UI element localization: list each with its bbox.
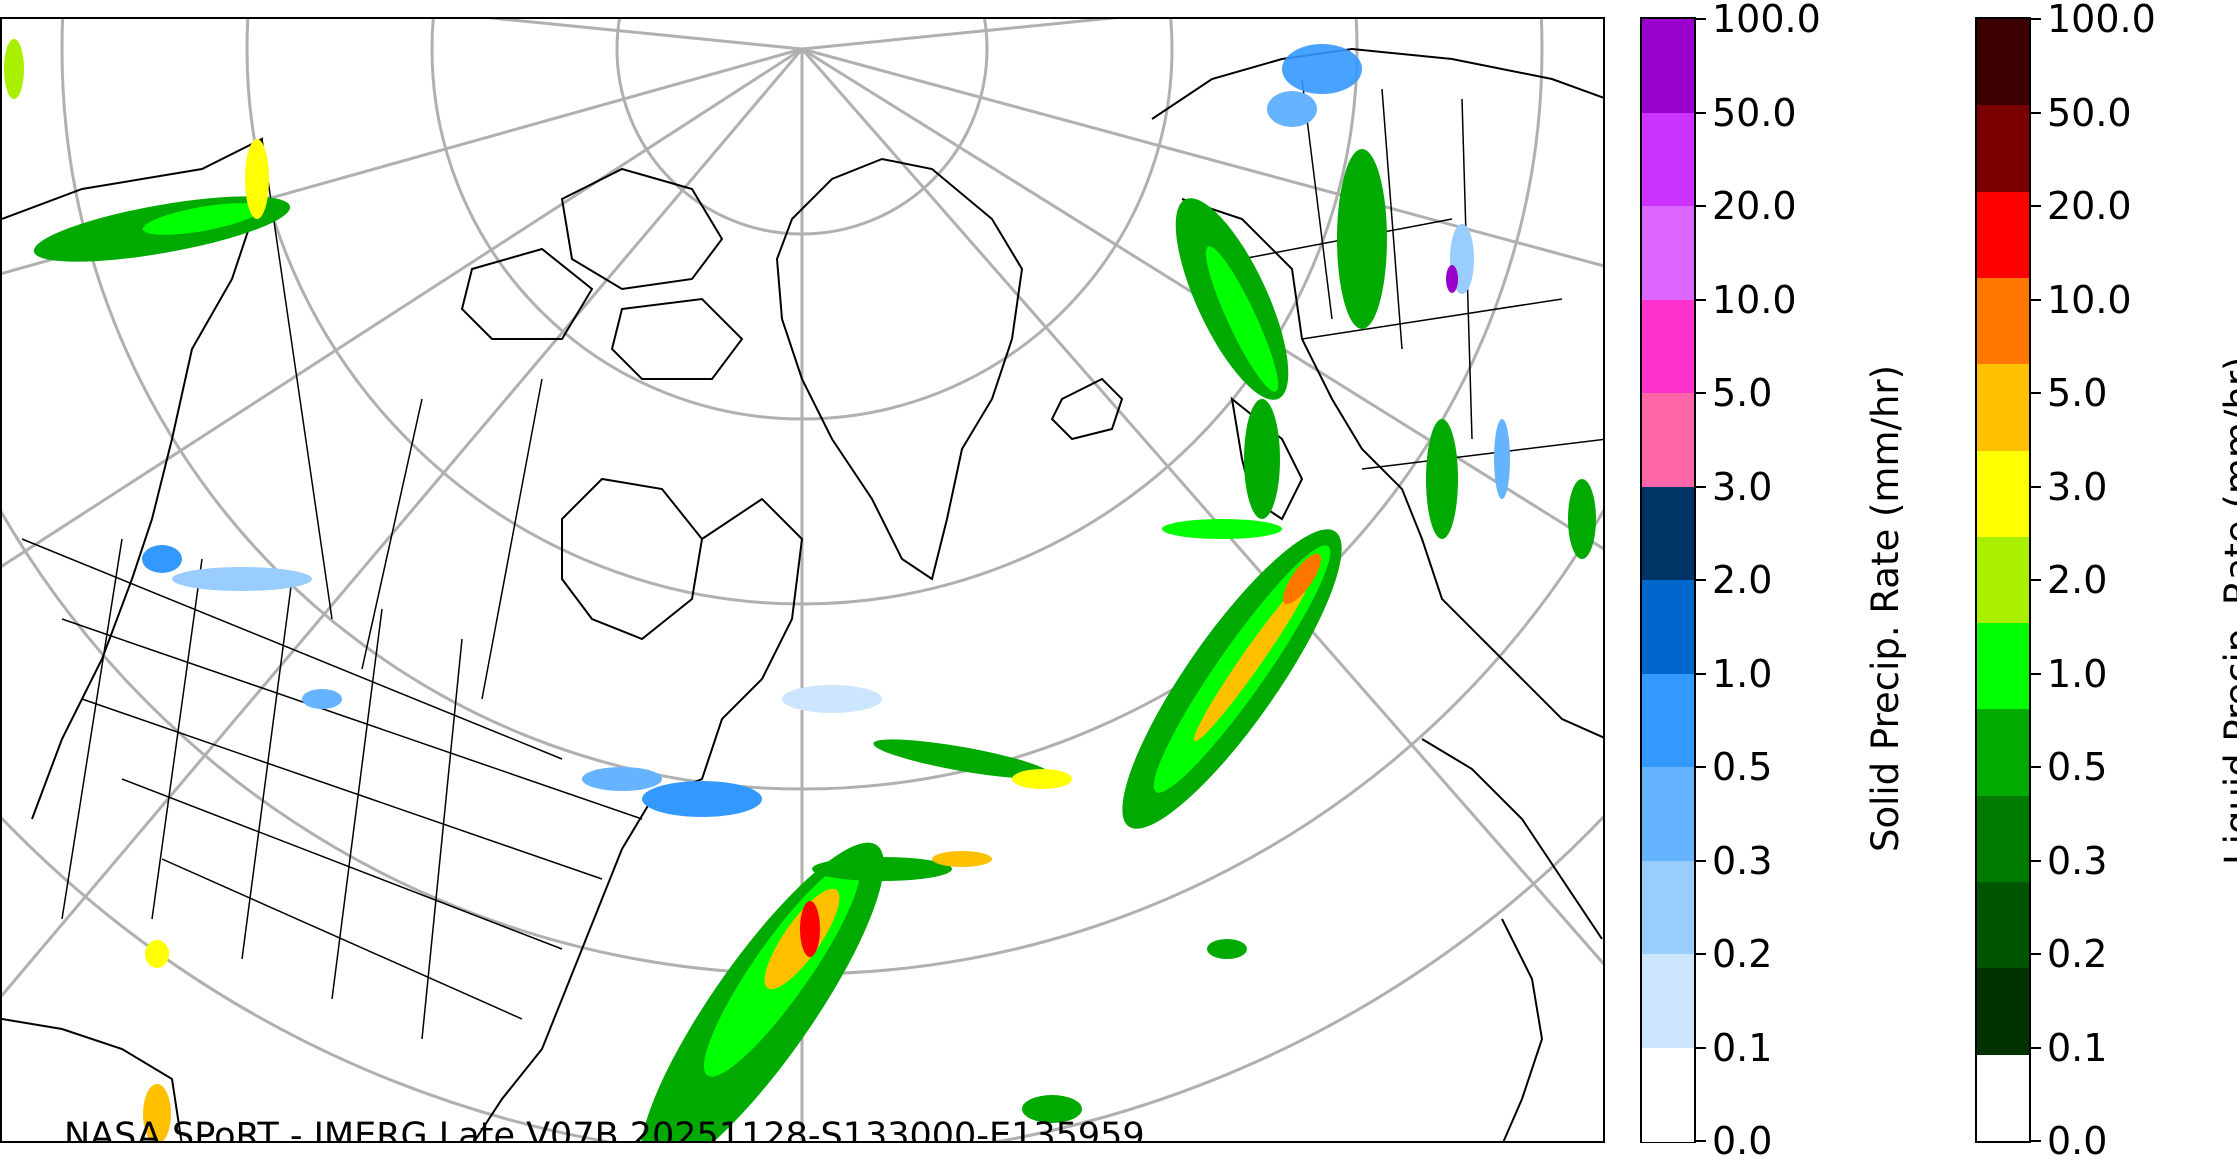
liquid-tick-mark <box>2031 953 2041 955</box>
liquid-tick-label: 0.3 <box>2047 838 2108 883</box>
liquid-colorbar-bin <box>1977 623 2029 710</box>
liquid-tick-label: 0.2 <box>2047 932 2108 976</box>
solid-tick-mark <box>1696 579 1706 581</box>
solid-tick-label: 1.0 <box>1712 651 1773 696</box>
solid-tick-label: 2.0 <box>1712 558 1773 602</box>
solid-tick-label: 100.0 <box>1712 0 1821 41</box>
solid-precip-colorbar <box>1640 17 1696 1143</box>
liquid-tick-label: 5.0 <box>2047 371 2108 415</box>
solid-tick-label: 0.1 <box>1712 1025 1773 1070</box>
liquid-tick-label: 0.5 <box>2047 745 2108 789</box>
liquid-colorbar-bin <box>1977 882 2029 969</box>
solid-colorbar-bin <box>1642 393 1694 487</box>
liquid-colorbar-bin <box>1977 1054 2029 1142</box>
solid-tick-mark <box>1696 1046 1706 1049</box>
liquid-tick-label: 0.1 <box>2047 1025 2108 1070</box>
solid-colorbar-bin <box>1642 580 1694 674</box>
solid-colorbar-bin <box>1642 673 1694 768</box>
solid-tick-mark <box>1696 18 1706 20</box>
solid-tick-label: 10.0 <box>1712 277 1797 322</box>
solid-tick-mark <box>1696 298 1706 301</box>
liquid-tick-mark <box>2031 766 2041 768</box>
liquid-colorbar-bin <box>1977 795 2029 883</box>
liquid-tick-mark <box>2031 579 2041 581</box>
solid-colorbar-bin <box>1642 206 1694 300</box>
solid-tick-mark <box>1696 205 1706 207</box>
liquid-tick-mark <box>2031 1046 2041 1049</box>
liquid-tick-mark <box>2031 298 2041 301</box>
liquid-colorbar-label: Liquid Precip. Rate (mm/hr) <box>2217 356 2237 866</box>
liquid-colorbar-bin <box>1977 536 2029 624</box>
solid-tick-mark <box>1696 859 1706 862</box>
liquid-tick-mark <box>2031 18 2041 20</box>
liquid-colorbar-bin <box>1977 19 2029 106</box>
solid-colorbar-bin <box>1642 767 1694 861</box>
liquid-colorbar-bin <box>1977 191 2029 279</box>
solid-tick-label: 50.0 <box>1712 90 1797 135</box>
solid-colorbar-bin <box>1642 1047 1694 1142</box>
solid-tick-label: 0.2 <box>1712 932 1773 976</box>
liquid-tick-mark <box>2031 111 2041 114</box>
coastlines <box>2 47 1603 1141</box>
liquid-precip-overlay <box>4 39 1596 1141</box>
caption: NASA SPoRT - IMERG Late V07B 20251128-S1… <box>64 1116 1145 1143</box>
liquid-tick-label: 10.0 <box>2047 277 2132 322</box>
solid-tick-label: 5.0 <box>1712 371 1773 415</box>
solid-tick-label: 20.0 <box>1712 184 1797 228</box>
solid-tick-mark <box>1696 766 1706 768</box>
liquid-colorbar-bin <box>1977 450 2029 538</box>
solid-tick-label: 0.0 <box>1712 1119 1773 1163</box>
liquid-tick-label: 50.0 <box>2047 90 2132 135</box>
solid-colorbar-bin <box>1642 299 1694 394</box>
liquid-tick-mark <box>2031 392 2041 394</box>
liquid-tick-mark <box>2031 859 2041 862</box>
liquid-colorbar-bin <box>1977 364 2029 452</box>
solid-colorbar-bin <box>1642 860 1694 955</box>
solid-tick-label: 3.0 <box>1712 464 1773 509</box>
solid-tick-mark <box>1696 953 1706 955</box>
map-canvas <box>2 19 1603 1141</box>
solid-tick-mark <box>1696 672 1706 675</box>
liquid-precip-colorbar <box>1975 17 2031 1143</box>
solid-tick-mark <box>1696 1140 1706 1142</box>
solid-tick-label: 0.3 <box>1712 838 1773 883</box>
liquid-tick-label: 3.0 <box>2047 464 2108 509</box>
solid-tick-mark <box>1696 392 1706 394</box>
liquid-tick-mark <box>2031 485 2041 488</box>
solid-colorbar-bin <box>1642 486 1694 581</box>
liquid-tick-mark <box>2031 1140 2041 1142</box>
solid-precip-overlay <box>142 44 1510 817</box>
solid-tick-mark <box>1696 111 1706 114</box>
solid-colorbar-bin <box>1642 112 1694 207</box>
precipitation-map: NASA SPoRT - IMERG Late V07B 20251128-S1… <box>0 17 1605 1143</box>
liquid-colorbar-bin <box>1977 105 2029 193</box>
solid-tick-label: 0.5 <box>1712 745 1773 789</box>
liquid-tick-label: 1.0 <box>2047 651 2108 696</box>
solid-colorbar-bin <box>1642 954 1694 1048</box>
liquid-colorbar-bin <box>1977 968 2029 1056</box>
liquid-tick-label: 0.0 <box>2047 1119 2108 1163</box>
solid-colorbar-label: Solid Precip. Rate (mm/hr) <box>1864 364 1907 852</box>
solid-tick-mark <box>1696 485 1706 488</box>
liquid-tick-mark <box>2031 205 2041 207</box>
liquid-tick-mark <box>2031 672 2041 675</box>
liquid-tick-label: 20.0 <box>2047 184 2132 228</box>
solid-colorbar-bin <box>1642 19 1694 113</box>
liquid-colorbar-bin <box>1977 709 2029 797</box>
liquid-tick-label: 2.0 <box>2047 558 2108 602</box>
liquid-tick-label: 100.0 <box>2047 0 2156 41</box>
liquid-colorbar-bin <box>1977 277 2029 365</box>
